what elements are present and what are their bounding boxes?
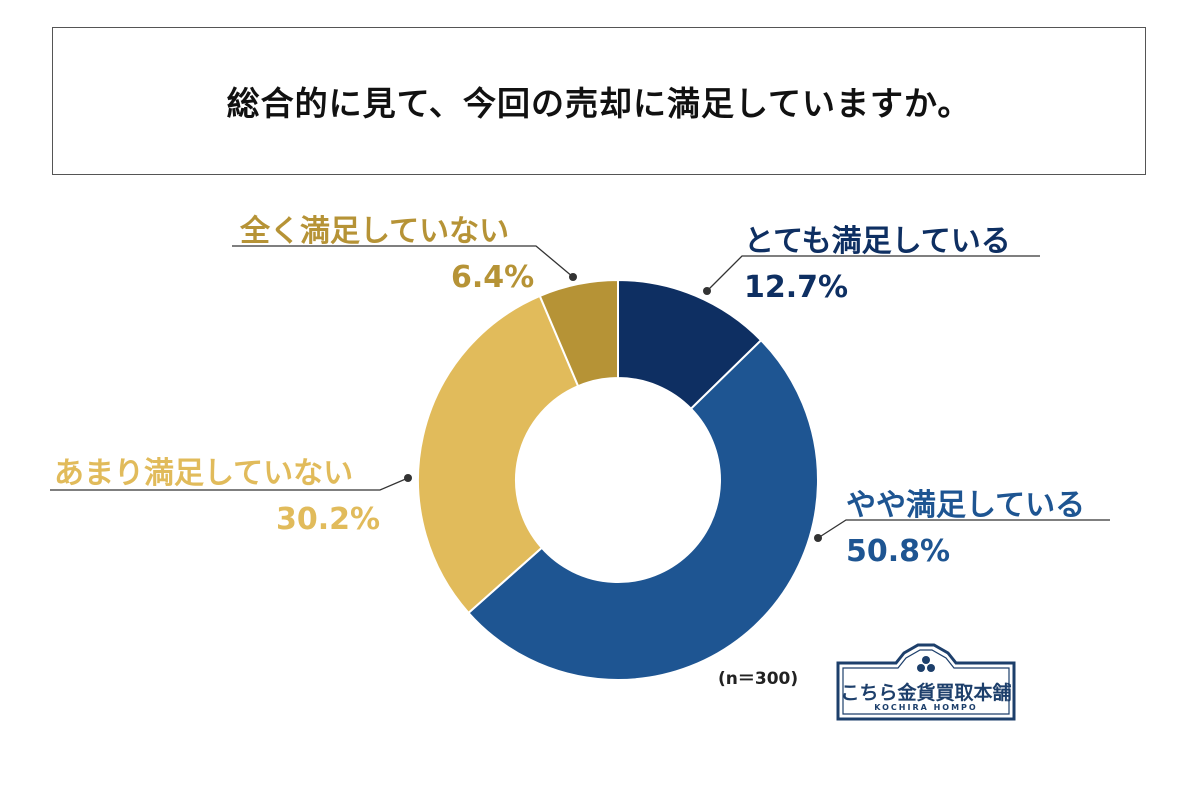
slice-somewhat-satisfied: [467, 338, 819, 681]
slice-value-somewhat-satisfied: 50.8%: [846, 534, 951, 569]
slice-label-not-very-satisfied: あまり満足していない: [54, 456, 354, 491]
slice-label-very-satisfied: とても満足している: [744, 224, 1011, 259]
leader-not-satisfied-at-all: [232, 245, 574, 278]
leader-not-very-satisfied: [50, 477, 409, 491]
slice-value-not-very-satisfied: 30.2%: [276, 502, 381, 537]
brand-logo: [836, 643, 1016, 721]
sample-size-label: (n＝300): [718, 669, 799, 689]
slice-value-very-satisfied: 12.7%: [744, 270, 849, 305]
leader-somewhat-satisfied-dot: [814, 534, 822, 542]
slice-label-somewhat-satisfied: やや満足している: [846, 488, 1086, 523]
page-title: 総合的に見て、今回の売却に満足していますか。: [226, 84, 972, 123]
title-box: 総合的に見て、今回の売却に満足していますか。: [52, 27, 1146, 175]
slice-not-very-satisfied: [417, 294, 580, 615]
leader-not-very-satisfied-dot: [404, 474, 412, 482]
slice-value-not-satisfied-at-all: 6.4%: [451, 260, 535, 295]
leader-very-satisfied: [706, 255, 1040, 292]
slice-label-not-satisfied-at-all: 全く満足していない: [240, 214, 510, 249]
slice-not-satisfied-at-all: [538, 278, 619, 388]
logo-sub: KOCHIRA HOMPO: [874, 703, 978, 712]
logo-name: こちら金貨買取本舗: [840, 682, 1012, 704]
leader-somewhat-satisfied: [817, 519, 1110, 539]
leader-not-satisfied-at-all-dot: [569, 273, 577, 281]
leader-very-satisfied-dot: [703, 287, 711, 295]
